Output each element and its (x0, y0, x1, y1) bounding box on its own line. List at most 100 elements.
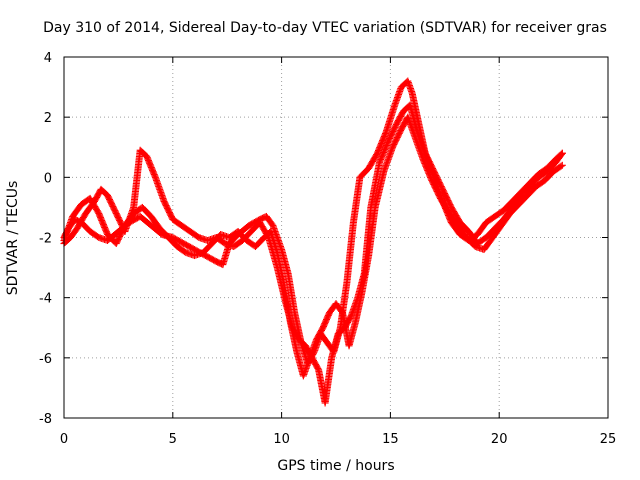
interpolated-marks (492, 207, 506, 220)
chart-title: Day 310 of 2014, Sidereal Day-to-day VTE… (43, 20, 607, 36)
interpolated-marks (209, 232, 224, 246)
interpolated-marks (428, 178, 444, 201)
interpolated-marks (179, 222, 193, 235)
interpolated-marks (420, 157, 435, 183)
interpolated-marks (87, 228, 102, 241)
interpolated-marks (357, 165, 372, 180)
interpolated-marks (544, 159, 559, 174)
y-tick-label: -8 (39, 412, 52, 427)
x-tick-label: 15 (382, 432, 399, 447)
interpolated-marks (248, 220, 263, 234)
interpolated-marks (483, 213, 498, 226)
interpolated-marks (376, 139, 392, 165)
interpolated-marks (287, 319, 301, 354)
interpolated-marks (321, 355, 335, 405)
interpolated-marks (263, 214, 276, 228)
interpolated-marks (231, 237, 245, 250)
interpolated-marks (166, 235, 180, 249)
interpolated-marks (181, 240, 197, 253)
interpolated-marks (404, 79, 416, 96)
interpolated-marks (137, 147, 150, 159)
plot-frame (63, 56, 609, 419)
y-tick-label: 2 (44, 111, 52, 126)
series-track-3 (60, 113, 566, 380)
interpolated-marks (306, 337, 320, 360)
interpolated-marks (235, 229, 250, 243)
interpolated-marks (380, 145, 396, 174)
interpolated-marks (203, 252, 219, 265)
interpolated-marks (439, 187, 455, 210)
series-track-1 (60, 77, 566, 368)
interpolated-marks (437, 196, 452, 216)
x-tick-label: 20 (491, 432, 508, 447)
interpolated-marks (383, 103, 398, 135)
interpolated-marks (533, 177, 548, 189)
interpolated-marks (122, 211, 137, 228)
interpolated-marks (143, 154, 159, 180)
interpolated-marks (300, 355, 313, 378)
interpolated-marks (431, 169, 446, 192)
interpolated-marks (391, 85, 405, 108)
interpolated-marks (490, 223, 505, 240)
y-tick-label: -6 (39, 352, 52, 367)
interpolated-marks (174, 243, 189, 256)
y-tick-label: -4 (39, 292, 52, 307)
interpolated-marks (365, 151, 381, 171)
interpolated-marks (404, 115, 418, 138)
interpolated-marks (365, 205, 379, 258)
interpolated-marks (518, 183, 533, 198)
y-tick-label: 4 (44, 51, 52, 66)
interpolated-marks (498, 211, 513, 228)
interpolated-marks (320, 310, 333, 330)
interpolated-marks (161, 199, 176, 222)
interpolated-marks (95, 211, 111, 237)
interpolated-marks (464, 235, 478, 249)
interpolated-marks (113, 223, 128, 246)
series-track-2 (60, 101, 566, 407)
interpolated-marks (343, 220, 357, 285)
interpolated-marks (267, 229, 281, 255)
interpolated-marks (551, 162, 565, 174)
grid-layer (64, 57, 608, 418)
interpolated-marks (284, 271, 298, 315)
interpolated-marks (309, 355, 322, 373)
interpolated-marks (61, 214, 76, 243)
interpolated-marks (130, 148, 144, 210)
interpolated-marks (367, 160, 383, 210)
interpolated-marks (139, 205, 154, 219)
x-axis-label: GPS time / hours (277, 458, 394, 474)
interpolated-marks (553, 151, 565, 165)
interpolated-marks (274, 250, 287, 285)
interpolated-marks (358, 253, 372, 294)
interpolated-marks (474, 220, 489, 237)
x-tick-label: 25 (600, 432, 617, 447)
interpolated-marks (411, 133, 426, 162)
interpolated-marks (196, 234, 210, 244)
data-marks-layer (60, 77, 566, 407)
x-tick-label: 10 (273, 432, 290, 447)
x-tick-label: 5 (169, 432, 177, 447)
interpolated-marks (481, 235, 496, 252)
interpolated-marks (372, 169, 388, 210)
y-axis-label: SDTVAR / TECUs (5, 181, 21, 296)
interpolated-marks (313, 325, 326, 342)
y-tick-label: 0 (44, 171, 52, 186)
x-tick-label: 0 (60, 432, 68, 447)
interpolated-marks (345, 319, 359, 348)
y-tick-label: -2 (39, 232, 52, 247)
interpolated-marks (152, 175, 168, 204)
interpolated-marks (148, 214, 163, 231)
interpolated-marks (87, 196, 102, 216)
interpolated-marks (352, 289, 366, 324)
interpolated-marks (328, 331, 342, 360)
interpolated-marks (104, 193, 120, 216)
interpolated-marks (385, 121, 400, 144)
interpolated-marks (507, 202, 522, 216)
interpolated-marks (350, 175, 364, 225)
interpolated-marks (218, 231, 232, 241)
interpolated-marks (333, 301, 346, 315)
interpolated-marks (374, 130, 389, 156)
interpolated-marks (516, 193, 530, 207)
interpolated-marks (170, 216, 184, 229)
